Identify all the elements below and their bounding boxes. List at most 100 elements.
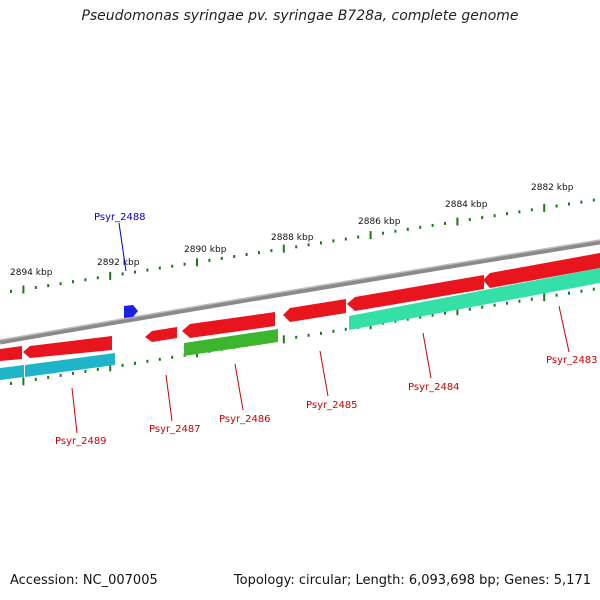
- upper-tick-mark: [419, 225, 422, 229]
- upper-tick-mark: [456, 217, 459, 226]
- upper-tick-mark: [369, 231, 372, 240]
- gene-psyr-2486-arrow[interactable]: [182, 312, 275, 338]
- upper-tick-mark: [493, 214, 496, 218]
- accession-text: Accession: NC_007005: [10, 573, 158, 588]
- upper-tick-mark: [344, 237, 347, 241]
- upper-tick-mark: [394, 229, 397, 233]
- upper-tick-mark: [72, 280, 74, 284]
- gene-psyr-2489-arrow[interactable]: [23, 336, 112, 358]
- label-psyr-2485[interactable]: Psyr_2485: [306, 400, 358, 411]
- lower-tick-mark: [431, 313, 434, 317]
- lower-tick-mark: [506, 301, 508, 305]
- label-psyr-2483[interactable]: Psyr_2483: [546, 355, 598, 366]
- lower-tick-mark: [59, 373, 62, 377]
- upper-tick-mark: [543, 203, 546, 212]
- lower-tick-mark: [72, 371, 74, 375]
- gene-psyr-2485-arrow[interactable]: [283, 299, 346, 322]
- gene-psyr-2484-arrow[interactable]: [347, 275, 484, 311]
- upper-tick-mark: [295, 245, 298, 249]
- upper-tick-mark: [233, 255, 236, 258]
- lower-tick-mark: [518, 299, 521, 303]
- kbp-label-2882: 2882 kbp: [531, 183, 574, 193]
- lower-tick-mark: [456, 307, 459, 316]
- upper-tick-mark: [34, 286, 37, 289]
- lower-tick-mark: [34, 377, 37, 381]
- lower-tick-row: [10, 287, 595, 386]
- gene-psyr-2488-arrow[interactable]: [124, 305, 138, 318]
- lower-tick-mark: [555, 293, 558, 297]
- kbp-label-2892: 2892 kbp: [97, 258, 140, 268]
- lower-tick-mark: [332, 329, 335, 333]
- upper-tick-row: [10, 198, 595, 294]
- upper-tick-mark: [357, 235, 360, 239]
- upper-tick-mark: [332, 239, 335, 243]
- upper-tick-mark: [444, 221, 446, 225]
- lower-tick-mark: [47, 375, 50, 379]
- label-psyr-2487[interactable]: Psyr_2487: [149, 424, 201, 435]
- label-psyr-2488[interactable]: Psyr_2488: [94, 212, 146, 223]
- label-leaders: [71, 222, 570, 434]
- lower-tick-mark: [121, 363, 124, 367]
- upper-tick-mark: [47, 284, 50, 288]
- upper-tick-mark: [208, 258, 211, 262]
- upper-tick-mark: [555, 204, 558, 208]
- lower-tick-mark: [543, 293, 546, 302]
- leader-psyr-2485: [319, 350, 329, 397]
- lower-tick-mark: [530, 297, 533, 301]
- gene-psyr-2483-arrow[interactable]: [483, 253, 600, 288]
- upper-tick-mark: [506, 212, 508, 216]
- upper-tick-mark: [592, 198, 595, 202]
- upper-tick-mark: [568, 202, 570, 206]
- upper-tick-mark: [431, 223, 434, 227]
- kbp-label-2894: 2894 kbp: [10, 268, 53, 278]
- leader-psyr-2483: [558, 305, 570, 353]
- leader-psyr-2486: [234, 363, 244, 411]
- leader-psyr-2484: [422, 332, 432, 379]
- gene-left-edge-arrow[interactable]: [0, 346, 22, 361]
- label-psyr-2489[interactable]: Psyr_2489: [55, 436, 107, 447]
- genome-summary-text: Topology: circular; Length: 6,093,698 bp…: [233, 573, 591, 588]
- upper-tick-mark: [84, 278, 87, 282]
- upper-tick-mark: [196, 258, 198, 267]
- upper-tick-mark: [530, 208, 533, 212]
- map-title: Pseudomonas syringae pv. syringae B728a,…: [81, 8, 519, 24]
- upper-tick-mark: [307, 243, 310, 247]
- gene-row-lower: [0, 268, 600, 380]
- upper-tick-mark: [518, 210, 521, 214]
- gene-cyan-left-arrow[interactable]: [0, 365, 24, 380]
- leader-psyr-2488: [118, 222, 127, 272]
- upper-tick-mark: [134, 270, 136, 274]
- lower-tick-mark: [320, 331, 322, 335]
- upper-tick-mark: [580, 200, 583, 204]
- gene-teal-arrow[interactable]: [349, 268, 600, 330]
- lower-tick-mark: [481, 305, 484, 309]
- upper-tick-mark: [22, 285, 25, 294]
- upper-tick-mark: [282, 244, 285, 253]
- upper-tick-mark: [320, 241, 322, 245]
- lower-tick-mark: [158, 357, 161, 361]
- gene-cyan-arrow[interactable]: [25, 353, 115, 377]
- lower-tick-mark: [171, 355, 174, 359]
- gene-green-arrow[interactable]: [184, 329, 278, 356]
- gene-psyr-2487-arrow[interactable]: [145, 327, 177, 342]
- kbp-label-2890: 2890 kbp: [184, 245, 227, 255]
- lower-tick-mark: [84, 369, 87, 373]
- upper-tick-mark: [158, 266, 161, 270]
- genome-backbone: [0, 239, 600, 345]
- upper-tick-mark: [382, 231, 384, 235]
- upper-tick-mark: [481, 216, 484, 220]
- lower-tick-mark: [109, 363, 112, 372]
- upper-tick-mark: [220, 256, 223, 260]
- kbp-label-2884: 2884 kbp: [445, 200, 488, 210]
- label-psyr-2484[interactable]: Psyr_2484: [408, 382, 460, 393]
- leader-psyr-2487: [165, 374, 173, 422]
- upper-tick-mark: [258, 251, 260, 255]
- lower-tick-mark: [592, 287, 595, 291]
- upper-tick-mark: [171, 264, 174, 268]
- label-psyr-2486[interactable]: Psyr_2486: [219, 414, 271, 425]
- lower-tick-mark: [419, 315, 422, 319]
- upper-tick-mark: [59, 282, 62, 286]
- lower-tick-mark: [580, 289, 583, 293]
- lower-tick-mark: [134, 361, 136, 365]
